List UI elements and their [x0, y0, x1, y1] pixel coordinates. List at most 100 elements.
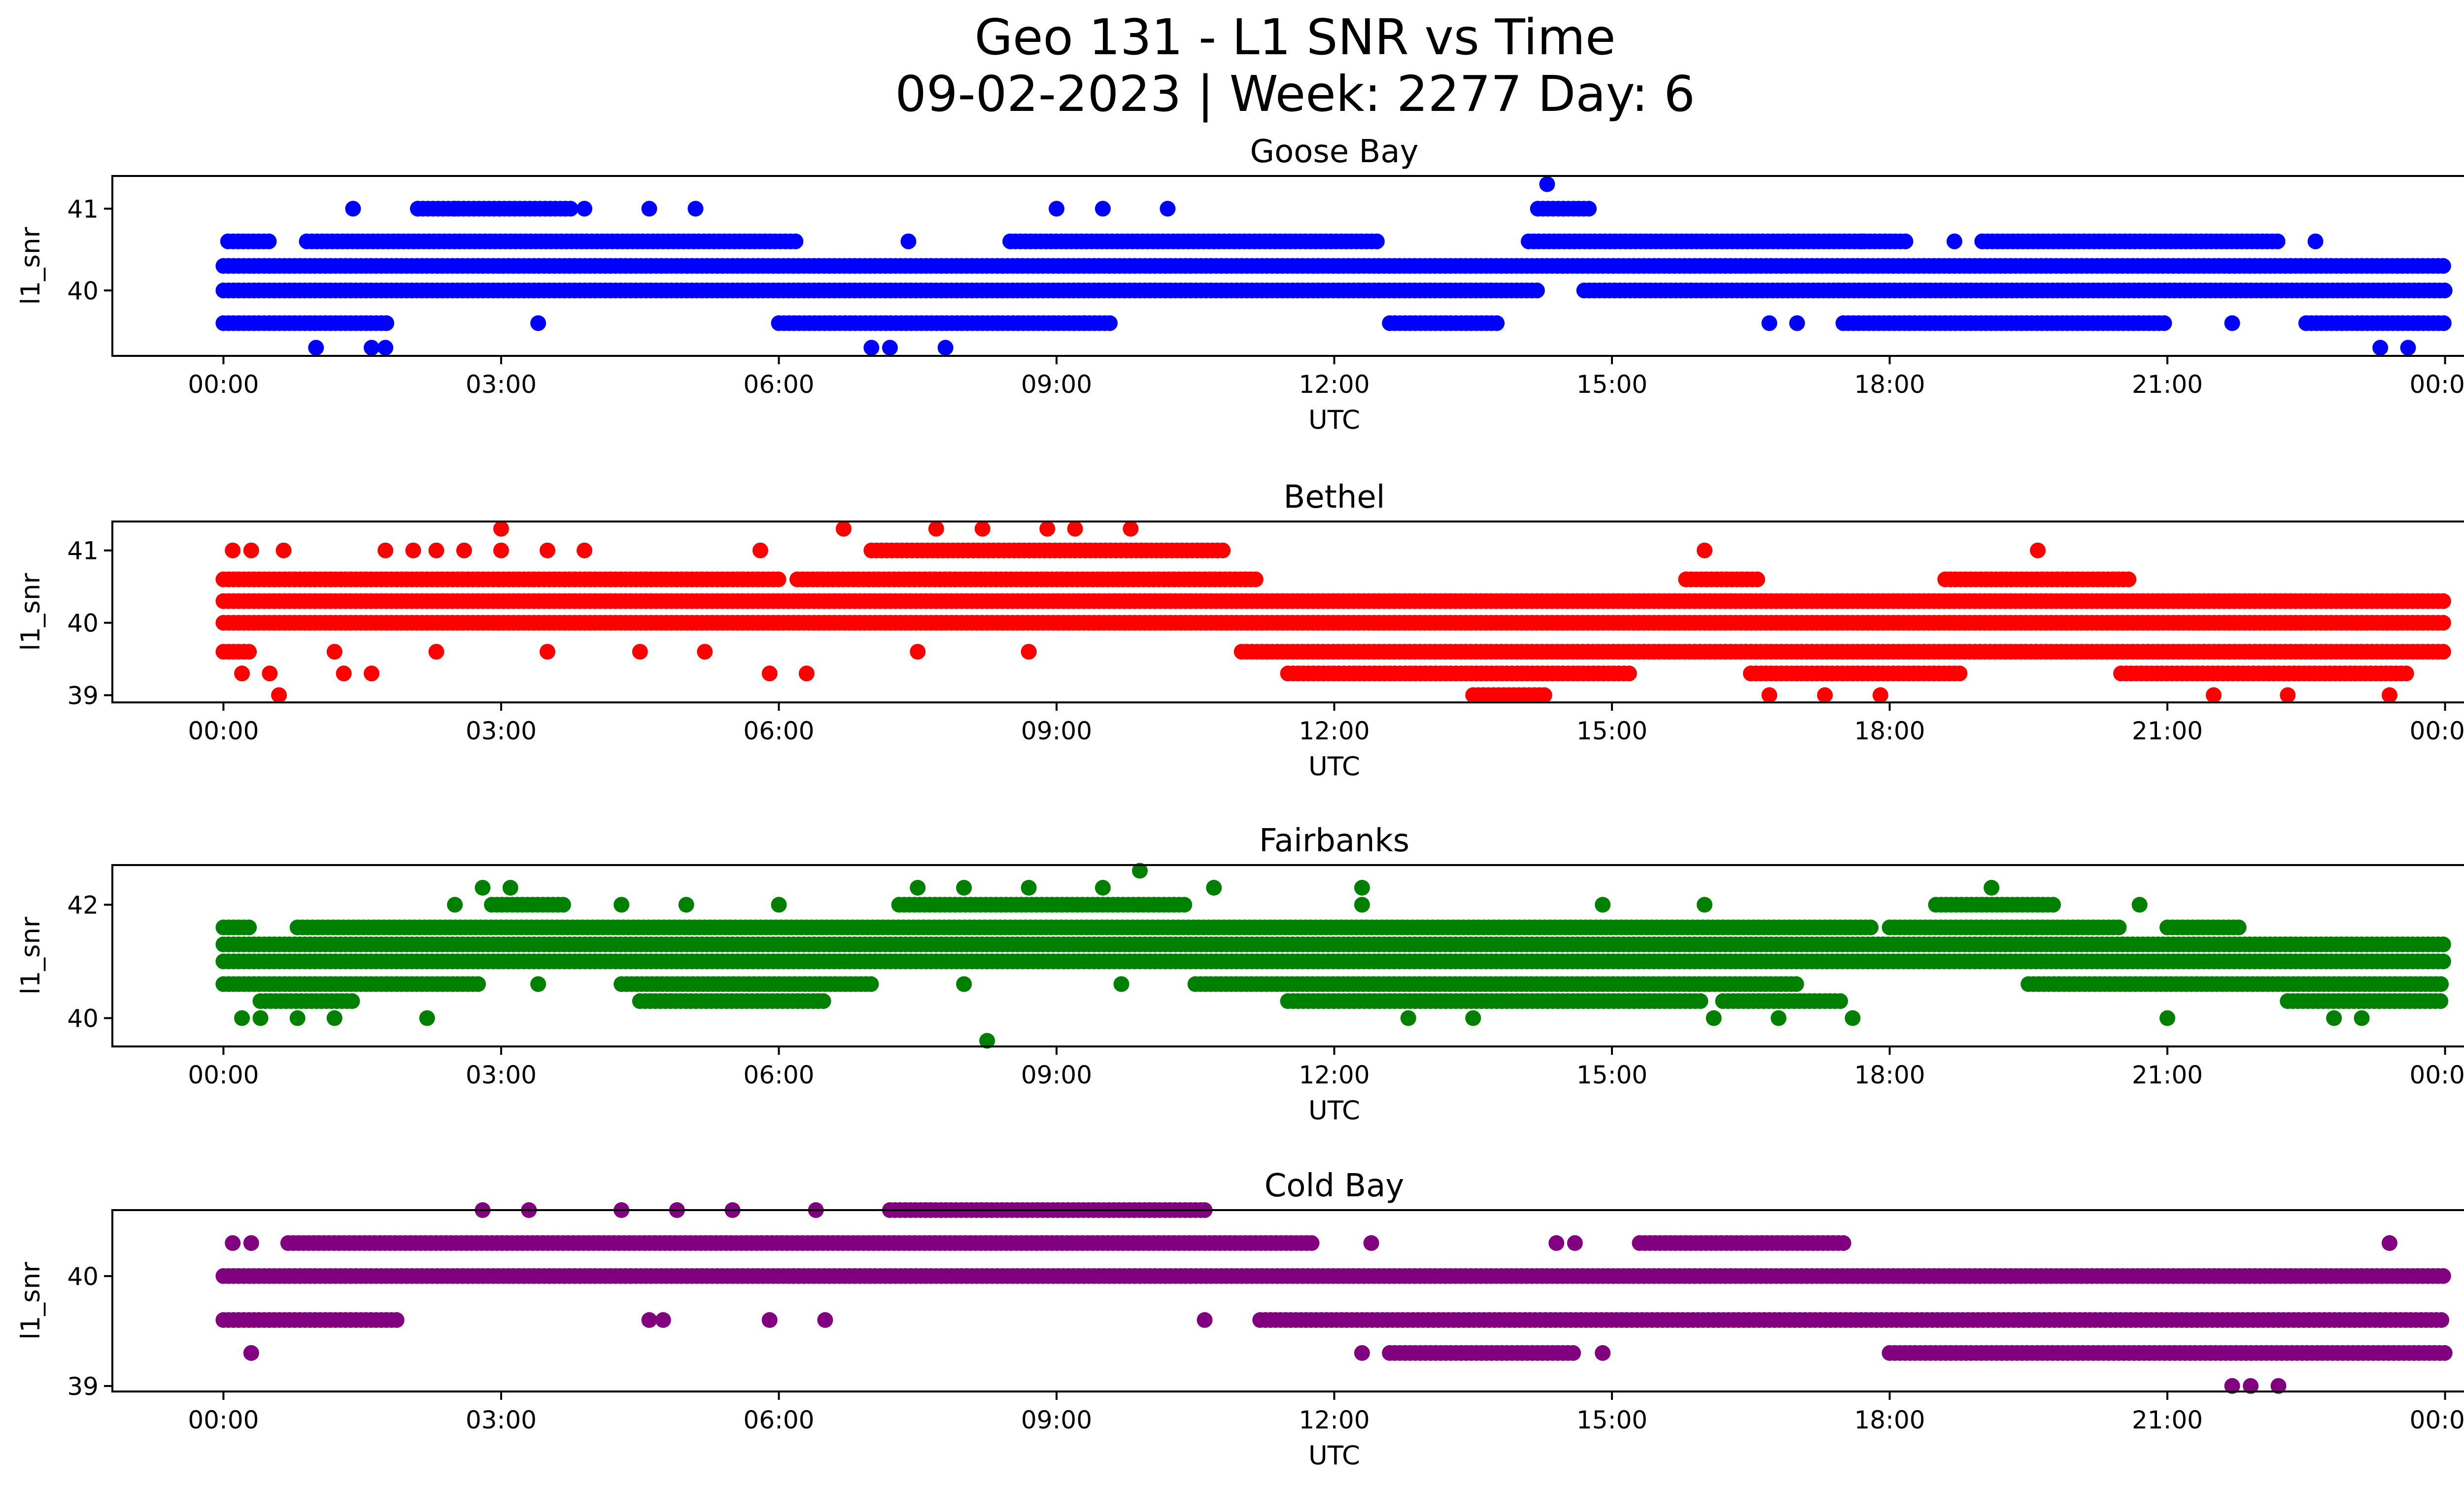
- fairbanks-point: [2433, 976, 2449, 992]
- goose-bay-point: [377, 340, 394, 356]
- goose-bay-point: [577, 201, 592, 217]
- goose-bay-point: [2307, 233, 2324, 249]
- goose-bay-point: [1780, 233, 1796, 249]
- goose-bay-point: [345, 201, 361, 217]
- bethel-point: [326, 644, 342, 660]
- goose-bay-point: [937, 340, 954, 356]
- goose-bay-x-axis-label: UTC: [1308, 405, 1360, 435]
- bethel-point: [752, 542, 768, 558]
- bethel-y-axis-label: l1_snr: [16, 573, 46, 651]
- bethel-point: [1749, 571, 1765, 588]
- bethel-x-axis-label: UTC: [1308, 752, 1360, 782]
- bethel-point: [2381, 687, 2397, 703]
- bethel-x-tick-label: 00:00: [2410, 717, 2464, 745]
- bethel-point: [271, 687, 287, 703]
- bethel-point: [428, 542, 445, 558]
- goose-bay-series: [215, 176, 2453, 356]
- bethel-x-tick-label: 03:00: [466, 717, 537, 745]
- bethel-point: [241, 644, 257, 660]
- goose-bay-x-tick-label: 06:00: [743, 370, 814, 399]
- goose-bay-point: [1761, 315, 1778, 331]
- fairbanks-point: [863, 976, 879, 992]
- fairbanks-point: [241, 919, 257, 936]
- bethel-point: [1123, 521, 1139, 537]
- goose-bay-x-tick-label: 21:00: [2132, 370, 2203, 399]
- bethel-point: [1621, 665, 1637, 682]
- fairbanks-point: [555, 897, 571, 913]
- bethel-point: [1951, 665, 1968, 682]
- bethel-point: [770, 571, 787, 588]
- goose-bay-point: [2224, 315, 2240, 331]
- bethel-point: [493, 542, 509, 558]
- goose-bay-point: [1489, 315, 1505, 331]
- goose-bay-x-tick-label: 15:00: [1576, 370, 1647, 399]
- goose-bay-point: [1947, 233, 1962, 249]
- bethel-point: [761, 665, 778, 682]
- goose-bay-point: [2156, 315, 2172, 331]
- bethel-point: [928, 521, 944, 537]
- fairbanks-point: [1832, 993, 1848, 1009]
- goose-bay-x-tick-label: 18:00: [1854, 370, 1925, 399]
- bethel-x-tick-label: 09:00: [1021, 717, 1092, 745]
- bethel-point: [243, 542, 259, 558]
- bethel-point: [1247, 571, 1264, 588]
- goose-bay-point: [641, 201, 657, 217]
- goose-bay-point: [1539, 176, 1555, 192]
- bethel-y-tick-label: 41: [67, 537, 99, 565]
- goose-bay-point: [1581, 201, 1597, 217]
- goose-bay-point: [308, 340, 324, 356]
- fairbanks-point: [1692, 993, 1709, 1009]
- goose-bay-point: [1076, 315, 1093, 331]
- goose-bay-y-tick-label: 40: [67, 277, 99, 305]
- bethel-point: [835, 521, 852, 537]
- bethel-point: [910, 644, 926, 660]
- goose-bay-point: [2269, 233, 2286, 249]
- goose-bay-x-tick-label: 12:00: [1299, 370, 1369, 399]
- bethel-point: [262, 665, 278, 682]
- bethel-point: [1536, 687, 1552, 703]
- fairbanks-point: [2230, 919, 2247, 936]
- fairbanks-point: [2432, 993, 2449, 1009]
- goose-bay-point: [1369, 233, 1385, 249]
- fairbanks-point: [815, 993, 831, 1009]
- bethel-y-tick-label: 40: [67, 609, 99, 638]
- bethel-point: [2280, 687, 2296, 703]
- goose-bay-point: [1529, 282, 1545, 299]
- bethel-point: [632, 644, 648, 660]
- goose-bay-x-tick-label: 09:00: [1021, 370, 1092, 399]
- goose-bay-point: [1897, 233, 1914, 249]
- fairbanks-point: [344, 993, 360, 1009]
- bethel-point: [577, 542, 592, 558]
- goose-bay-point: [882, 340, 898, 356]
- bethel-point: [697, 644, 713, 660]
- bethel-x-tick-label: 12:00: [1299, 717, 1369, 745]
- goose-bay-x-tick-label: 00:00: [2410, 370, 2464, 399]
- goose-bay-point: [530, 315, 547, 331]
- bethel-x-tick-label: 21:00: [2132, 717, 2203, 745]
- fairbanks-title: Fairbanks: [1259, 823, 1409, 859]
- fairbanks-point: [2435, 937, 2451, 952]
- bethel-point: [798, 665, 815, 682]
- goose-bay-point: [1854, 233, 1870, 249]
- fairbanks-point: [1788, 976, 1804, 992]
- bethel-x-tick-label: 06:00: [743, 717, 814, 745]
- bethel-point: [405, 542, 421, 558]
- goose-bay-point: [1102, 315, 1118, 331]
- bethel-point: [275, 542, 292, 558]
- bethel-point: [2435, 644, 2451, 660]
- bethel-point: [1021, 644, 1037, 660]
- bethel-point: [364, 665, 379, 682]
- goose-bay-point: [2400, 340, 2416, 356]
- goose-bay-point: [364, 340, 379, 356]
- goose-bay-point: [410, 201, 426, 217]
- bethel-point: [2030, 542, 2046, 558]
- bethel-point: [456, 542, 472, 558]
- bethel-point: [428, 644, 445, 660]
- goose-bay-point: [261, 233, 277, 249]
- bethel-point: [1039, 521, 1056, 537]
- bethel-point: [539, 542, 555, 558]
- bethel-point: [1761, 687, 1778, 703]
- bethel-point: [2398, 665, 2414, 682]
